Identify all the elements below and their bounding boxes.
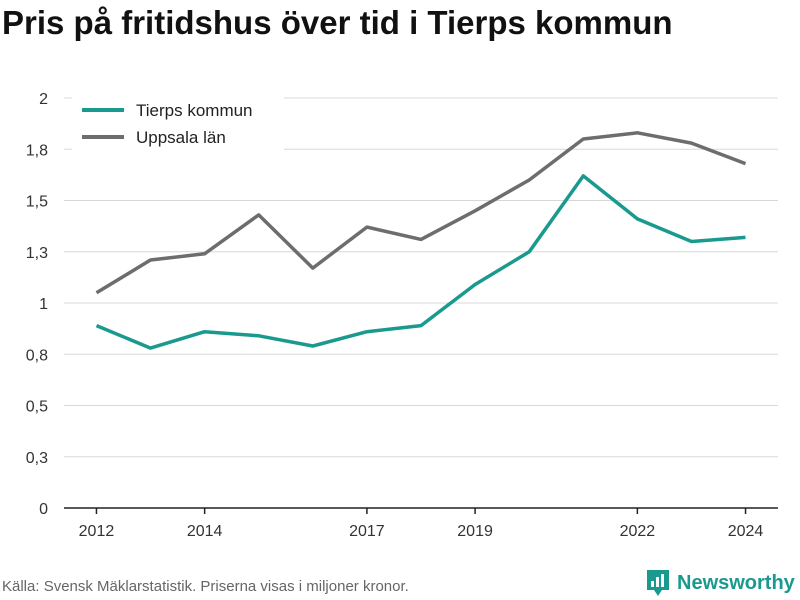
x-tick-label: 2024 xyxy=(728,523,764,540)
y-tick-label: 0,3 xyxy=(26,450,48,467)
x-tick-label: 2014 xyxy=(187,523,223,540)
y-tick-label: 1,8 xyxy=(26,142,48,159)
legend-label: Tierps kommun xyxy=(136,101,253,120)
bar-chart-icon xyxy=(647,570,669,596)
x-tick-label: 2022 xyxy=(620,523,656,540)
series-lines xyxy=(95,131,747,350)
y-tick-label: 0 xyxy=(39,501,48,518)
series-line-tierp xyxy=(95,174,746,350)
series-line-uppsala xyxy=(95,131,747,295)
y-tick-label: 1 xyxy=(39,296,48,313)
y-tick-label: 0,5 xyxy=(26,399,48,416)
brand-name: Newsworthy xyxy=(677,571,795,594)
line-chart: 0 0,3 0,5 0,8 1 1,3 1,5 1,8 2 2012 2014 2017 2019 202… xyxy=(26,91,778,540)
y-tick-label: 1,5 xyxy=(26,194,48,211)
legend-label: Uppsala län xyxy=(136,128,226,147)
chart-title: Pris på fritidshus över tid i Tierps kom… xyxy=(2,4,673,41)
y-tick-label: 2 xyxy=(39,91,48,108)
x-tick-label: 2017 xyxy=(349,523,385,540)
source-note: Källa: Svensk Mäklarstatistik. Priserna … xyxy=(2,578,409,595)
brand-logo[interactable]: Newsworthy xyxy=(645,568,795,598)
y-tick-label: 0,8 xyxy=(26,347,48,364)
y-tick-label: 1,3 xyxy=(26,245,48,262)
x-tick-label: 2012 xyxy=(79,523,115,540)
axes: 0 0,3 0,5 0,8 1 1,3 1,5 1,8 2 2012 2014 2017 2019 202… xyxy=(26,91,778,540)
legend: Tierps kommun Uppsala län xyxy=(72,96,284,152)
x-tick-label: 2019 xyxy=(457,523,493,540)
legend-background xyxy=(72,96,284,152)
